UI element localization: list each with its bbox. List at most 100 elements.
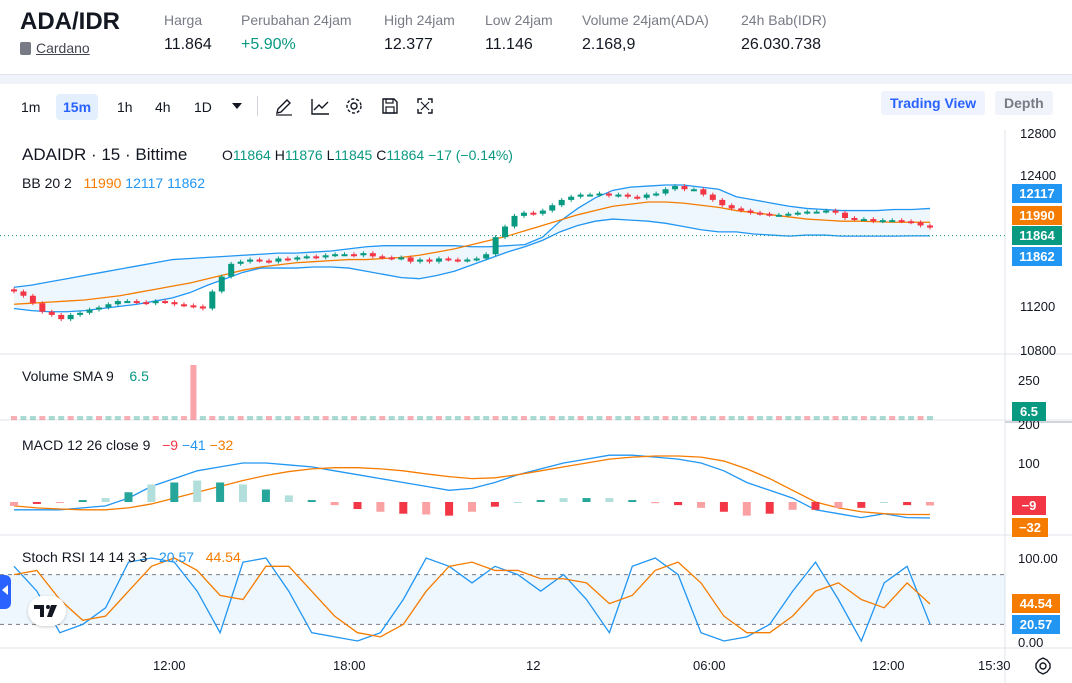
trading-view-tab[interactable]: Trading View: [881, 91, 986, 115]
candle-body: [568, 196, 575, 200]
volume-bar: [265, 416, 272, 420]
candle-body: [247, 259, 254, 262]
time-axis-label: 06:00: [693, 658, 726, 673]
chart-area[interactable]: [0, 130, 1072, 683]
candle-body: [558, 199, 565, 206]
volume-bar: [350, 416, 357, 420]
macd-histogram-bar: [742, 502, 751, 516]
candle-body: [313, 256, 320, 259]
volume-bar: [596, 416, 603, 420]
volume-bar: [473, 416, 480, 420]
fullscreen-icon[interactable]: [414, 95, 436, 117]
volume-bar: [738, 416, 745, 420]
volume-bar: [832, 416, 839, 420]
stat-value: 12.377: [384, 36, 433, 53]
depth-tab[interactable]: Depth: [995, 91, 1053, 115]
candle-body: [67, 314, 74, 320]
macd-histogram-bar: [536, 500, 545, 502]
volume-bar: [332, 416, 339, 420]
candle-body: [426, 259, 433, 262]
volume-bar: [492, 416, 499, 420]
candle-body: [218, 276, 225, 292]
candle-body: [738, 208, 745, 211]
line-chart-icon[interactable]: [309, 95, 331, 117]
low-label: L: [326, 147, 335, 163]
volume-bar: [369, 416, 376, 420]
volume-bar: [48, 416, 55, 420]
interval-1h[interactable]: 1h: [117, 99, 133, 115]
volume-bar: [870, 416, 877, 420]
macd-histogram-bar: [926, 502, 934, 506]
document-icon: [20, 42, 31, 55]
interval-15m[interactable]: 15m: [56, 94, 99, 120]
candle-body: [171, 302, 178, 305]
chevron-down-icon[interactable]: [232, 103, 242, 109]
stoch-rsi-label: Stoch RSI 14 14 3 3: [22, 549, 148, 565]
bb-lower-tag: 11862: [1012, 247, 1062, 266]
candle-body: [917, 222, 924, 226]
volume-bar: [757, 416, 764, 420]
volume-bar: [851, 416, 858, 420]
volume-bar: [502, 416, 509, 420]
macd-histogram-bar: [284, 495, 293, 502]
settings-gear-icon[interactable]: [1033, 656, 1053, 676]
macd-histogram-bar: [147, 484, 156, 502]
save-icon[interactable]: [379, 95, 401, 117]
volume-bar: [889, 416, 896, 420]
candle-body: [483, 254, 490, 259]
volume-bar: [520, 416, 527, 420]
volume-bar: [341, 416, 348, 420]
candle-body: [870, 219, 877, 222]
volume-bar: [114, 416, 121, 420]
volume-bar: [105, 416, 112, 420]
stat-value: 11.146: [485, 36, 533, 53]
candle-body: [29, 295, 36, 304]
macd-signal-tag: −32: [1012, 518, 1048, 537]
volume-bar: [775, 416, 782, 420]
macd-histogram-bar: [468, 502, 476, 512]
macd-histogram-bar: [307, 500, 316, 502]
open-value: 11864: [232, 147, 271, 163]
candle-body: [360, 253, 367, 256]
candle-body: [662, 189, 669, 194]
volume-bar: [653, 416, 660, 420]
macd-histogram-bar: [239, 484, 247, 502]
bb-lower-line: [13, 218, 930, 313]
candle-body: [445, 258, 452, 261]
chart-canvas[interactable]: [0, 130, 1072, 683]
candle-body: [284, 258, 291, 261]
volume-bar: [794, 416, 801, 420]
candle-body: [86, 309, 93, 313]
pencil-icon[interactable]: [273, 95, 295, 117]
candle-body: [435, 258, 442, 262]
candle-body: [350, 254, 357, 257]
stat-4: Volume 24jam(ADA) 2.168,9: [582, 12, 709, 54]
candle-body: [256, 259, 263, 262]
tradingview-logo[interactable]: [28, 596, 66, 626]
candle-body: [114, 301, 121, 305]
sidebar-toggle-handle[interactable]: [0, 575, 11, 609]
coin-name-link[interactable]: Cardano: [36, 40, 90, 56]
candle-body: [502, 226, 509, 238]
gear-icon[interactable]: [343, 95, 365, 117]
market-header: ADA/IDR Cardano Harga 11.864 Perubahan 24j…: [0, 0, 1072, 75]
candle-body: [199, 306, 206, 309]
macd-legend: MACD 12 26 close 9 −9 −41 −32: [22, 437, 233, 453]
volume-bar: [511, 416, 518, 420]
time-axis-label: 15:30: [978, 658, 1011, 673]
macd-histogram-bar: [10, 502, 18, 506]
volume-bar: [464, 416, 471, 420]
macd-histogram-bar: [101, 498, 110, 502]
volume-bar: [435, 416, 442, 420]
volume-bar: [672, 416, 679, 420]
interval-1D[interactable]: 1D: [194, 99, 212, 115]
macd-histogram-bar: [445, 502, 454, 516]
interval-1m[interactable]: 1m: [21, 99, 41, 115]
interval-4h[interactable]: 4h: [155, 99, 171, 115]
candle-body: [596, 193, 603, 196]
volume-bar: [247, 416, 254, 420]
time-axis-label: 12: [526, 658, 541, 673]
volume-bar: [218, 416, 225, 420]
candle-body: [95, 307, 102, 310]
candle-body: [11, 289, 17, 292]
